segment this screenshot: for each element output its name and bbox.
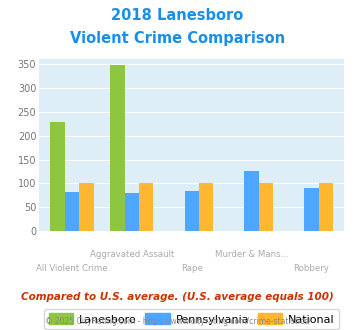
Text: 2018 Lanesboro: 2018 Lanesboro bbox=[111, 8, 244, 23]
Text: Murder & Mans...: Murder & Mans... bbox=[215, 250, 288, 259]
Bar bbox=[259, 183, 273, 231]
Bar bbox=[199, 183, 213, 231]
Text: Compared to U.S. average. (U.S. average equals 100): Compared to U.S. average. (U.S. average … bbox=[21, 292, 334, 302]
Bar bbox=[304, 188, 318, 231]
Bar bbox=[79, 183, 93, 231]
Bar bbox=[125, 193, 139, 231]
Text: Aggravated Assault: Aggravated Assault bbox=[90, 250, 174, 259]
Bar bbox=[244, 171, 259, 231]
Bar bbox=[139, 183, 153, 231]
Text: Violent Crime Comparison: Violent Crime Comparison bbox=[70, 31, 285, 46]
Legend: Lanesboro, Pennsylvania, National: Lanesboro, Pennsylvania, National bbox=[44, 309, 339, 329]
Text: © 2025 CityRating.com - https://www.cityrating.com/crime-statistics/: © 2025 CityRating.com - https://www.city… bbox=[45, 317, 310, 326]
Bar bbox=[65, 192, 79, 231]
Bar bbox=[50, 122, 65, 231]
Bar bbox=[185, 191, 199, 231]
Text: Robbery: Robbery bbox=[294, 264, 329, 273]
Bar bbox=[318, 183, 333, 231]
Text: All Violent Crime: All Violent Crime bbox=[36, 264, 108, 273]
Bar bbox=[110, 65, 125, 231]
Text: Rape: Rape bbox=[181, 264, 203, 273]
